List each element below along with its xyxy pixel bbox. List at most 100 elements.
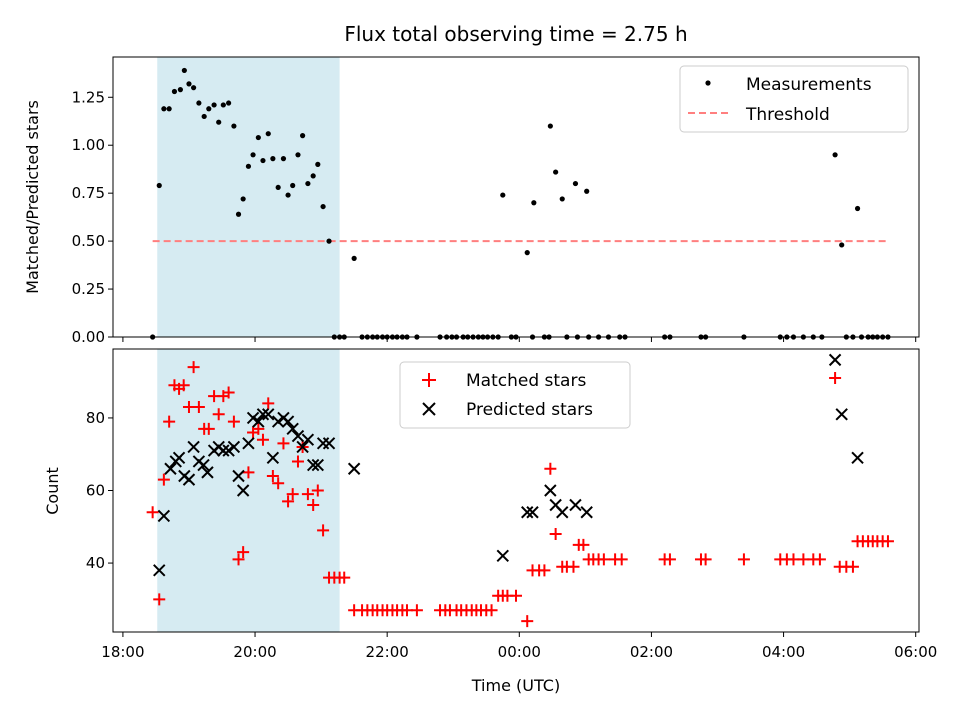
measurement-point: [854, 205, 861, 212]
bottom-legend: Matched stars Predicted stars: [399, 361, 631, 429]
predicted-star-point: [266, 451, 280, 465]
predicted-star-point: [835, 408, 848, 421]
matched-star-point: [202, 422, 215, 435]
measurement-point: [231, 123, 237, 129]
measurement-point: [156, 182, 162, 189]
y-tick-label: 1.00: [72, 136, 105, 154]
predicted-star-point: [222, 444, 235, 457]
bottom-y-ticks: 40 60 80: [86, 409, 113, 572]
matched-star-point: [222, 386, 235, 399]
y-tick-label: 1.25: [72, 88, 105, 106]
x-tick-label: 18:00: [101, 643, 144, 661]
measurement-point: [275, 184, 281, 191]
measurement-point: [196, 100, 202, 106]
predicted-star-point: [182, 473, 196, 486]
matched-star-point: [567, 560, 580, 573]
y-tick-label: 0.50: [72, 232, 105, 250]
legend-label-threshold: Threshold: [745, 105, 830, 125]
predicted-star-point: [526, 506, 539, 519]
measurement-point: [290, 182, 296, 189]
y-tick-label: 80: [86, 409, 105, 427]
measurement-point: [832, 152, 838, 158]
matched-star-point: [881, 535, 894, 548]
predicted-star-point: [580, 506, 593, 519]
predicted-star-point: [262, 408, 275, 421]
matched-star-point: [521, 615, 534, 628]
y-tick-label: 40: [86, 554, 105, 572]
matched-star-point: [272, 477, 285, 490]
bottom-legend-box: [399, 361, 631, 429]
measurement-point: [584, 188, 590, 194]
x-tick-label: 02:00: [630, 643, 673, 661]
measurement-point: [181, 67, 187, 74]
predicted-star-point: [556, 506, 569, 519]
predicted-star-point: [256, 408, 270, 421]
legend-label-matched: Matched stars: [466, 371, 586, 391]
matched-star-point: [549, 528, 562, 541]
measurement-point: [280, 156, 287, 162]
measurement-point: [191, 85, 197, 91]
bottom-panel-frame: [112, 348, 920, 633]
matched-star-point: [829, 372, 842, 385]
measurement-point: [572, 180, 579, 187]
y-tick-label: 60: [86, 482, 105, 500]
matched-star-point: [282, 495, 295, 508]
matched-star-point: [277, 437, 290, 450]
matched-star-point: [237, 546, 250, 559]
measurement-point: [260, 157, 266, 164]
measurement-point: [186, 81, 192, 87]
matched-star-point: [242, 466, 255, 479]
predicted-star-point: [569, 498, 582, 512]
legend-marker-matched: [422, 373, 436, 387]
measurement-point: [216, 119, 222, 125]
bottom-panel: 40 60 80 18:00 20:00 22:00 00:00 02:00 04:00 06:…: [43, 348, 937, 695]
legend-marker-measurements: [705, 80, 711, 86]
top-panel-frame: [112, 56, 920, 338]
matched-star-point: [256, 433, 269, 446]
predicted-star-point: [301, 433, 315, 446]
matched-star-point: [311, 484, 324, 497]
predicted-star-point: [232, 469, 245, 483]
matched-star-point: [813, 553, 826, 566]
matched-star-point: [338, 571, 351, 584]
matched-star-point: [301, 488, 314, 501]
top-observing-span: [157, 57, 340, 337]
matched-star-point: [737, 553, 750, 566]
measurement-point: [265, 131, 271, 137]
matched-star-point: [227, 415, 240, 428]
predicted-star-point: [201, 466, 214, 479]
top-legend: Measurements Threshold: [679, 65, 909, 133]
predicted-star-point: [227, 440, 241, 454]
matched-star-point: [597, 553, 610, 566]
x-tick-label: 04:00: [762, 643, 805, 661]
predicted-star-point: [296, 440, 309, 454]
measurement-point: [547, 123, 553, 129]
matched-star-point: [291, 455, 304, 468]
predicted-star-point: [172, 451, 186, 465]
matched-star-point: [307, 499, 320, 512]
matched-star-point: [538, 564, 551, 577]
top-panel: 0.00 0.25 0.50 0.75 1.00 1.25 Matched/Predict…: [23, 56, 920, 346]
predicted-star-point: [236, 484, 250, 497]
matched-star-point: [187, 361, 200, 374]
matched-star-point: [262, 397, 275, 410]
measurement-point: [500, 192, 506, 198]
count-points: [146, 353, 894, 628]
predicted-star-point: [828, 353, 842, 367]
measurement-point: [285, 192, 291, 198]
measurement-point: [326, 238, 332, 244]
top-x-ticks: [122, 337, 917, 342]
measurement-point: [310, 173, 316, 179]
matched-star-point: [146, 506, 159, 519]
measurement-point: [245, 163, 252, 169]
matched-star-point: [510, 589, 522, 602]
measurement-point: [235, 211, 242, 217]
legend-label-measurements: Measurements: [746, 75, 872, 95]
matched-star-point: [544, 462, 557, 475]
matched-star-point: [163, 415, 176, 428]
measurement-point: [524, 250, 530, 256]
chart-title: Flux total observing time = 2.75 h: [344, 22, 687, 46]
matched-star-point: [286, 488, 299, 501]
predicted-star-point: [286, 422, 299, 436]
matched-star-point: [266, 469, 279, 482]
